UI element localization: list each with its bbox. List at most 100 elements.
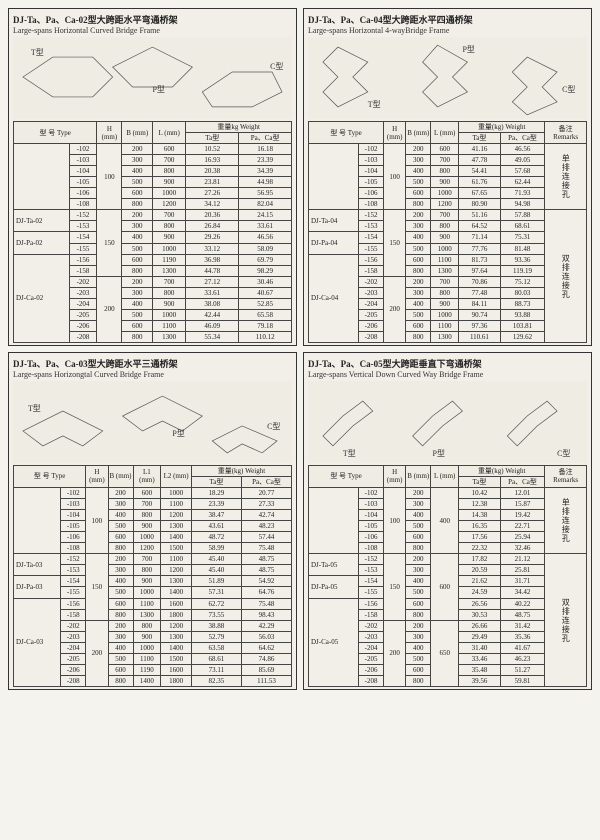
weight-paca-cell: 44.98 [239, 177, 292, 188]
weight-paca-cell: 46.23 [500, 653, 544, 664]
weight-ta-cell: 90.74 [459, 309, 501, 320]
b-cell: 500 [406, 243, 431, 254]
weight-ta-cell: 54.41 [459, 166, 501, 177]
weight-ta-cell: 10.52 [186, 144, 239, 155]
type-suffix-cell: -205 [61, 653, 86, 664]
b-cell: 300 [406, 499, 431, 510]
l-cell: 1200 [152, 199, 185, 210]
weight-ta-cell: 45.40 [191, 554, 241, 565]
weight-paca-cell: 93.36 [500, 254, 544, 265]
type-suffix-cell: -106 [69, 188, 97, 199]
weight-paca-cell: 81.48 [500, 243, 544, 254]
b-cell: 300 [108, 499, 133, 510]
weight-ta-cell: 47.78 [459, 155, 501, 166]
title-en: Large-spans Vertical Down Curved Way Bri… [308, 370, 587, 379]
weight-ta-cell: 64.52 [459, 221, 501, 232]
table-03: 型 号 Type H (mm) B (mm) L1 (mm) L2 (mm) 重… [13, 465, 292, 687]
weight-paca-cell: 48.23 [241, 521, 291, 532]
weight-ta-cell: 33.61 [186, 287, 239, 298]
weight-paca-cell: 65.58 [239, 309, 292, 320]
type-prefix-cell: DJ-Ca-03 [14, 598, 61, 686]
type-suffix-cell: -103 [61, 499, 86, 510]
weight-paca-cell: 46.56 [239, 232, 292, 243]
b-cell: 400 [406, 642, 431, 653]
th-l2: L2 (mm) [161, 465, 192, 487]
weight-paca-cell: 103.81 [500, 320, 544, 331]
table-02: 型 号 Type H (mm) B (mm) L (mm) 重量kg Weigh… [13, 121, 292, 343]
type-suffix-cell: -158 [69, 265, 97, 276]
weight-ta-cell: 80.90 [459, 199, 501, 210]
type-prefix-cell: DJ-Ca-05 [309, 598, 359, 686]
b-cell: 600 [406, 188, 431, 199]
type-prefix-cell [309, 144, 359, 210]
tbody-04: -10210020060041.1646.56单排连接孔-10330070047… [309, 144, 587, 343]
title-cn: DJ-Ta、Pa、Ca-02型大跨距水平弯通桥架 [13, 13, 292, 26]
weight-ta-cell: 42.44 [186, 309, 239, 320]
l-cell: 1100 [431, 320, 459, 331]
weight-paca-cell: 75.48 [241, 598, 291, 609]
l2-cell: 1400 [161, 587, 192, 598]
type-suffix-cell: -152 [359, 554, 384, 565]
table-row: DJ-Ta-04-15215020070051.1657.88双排连接孔 [309, 210, 587, 221]
type-suffix-cell: -158 [359, 265, 384, 276]
weight-ta-cell: 48.72 [191, 532, 241, 543]
l-cell: 1200 [133, 543, 161, 554]
l-cell: 1300 [431, 331, 459, 342]
type-suffix-cell: -102 [359, 144, 384, 155]
b-cell: 400 [108, 576, 133, 587]
weight-ta-cell: 26.66 [459, 620, 501, 631]
weight-paca-cell: 62.44 [500, 177, 544, 188]
weight-ta-cell: 110.61 [459, 331, 501, 342]
type-suffix-cell: -106 [359, 188, 384, 199]
weight-paca-cell: 57.68 [500, 166, 544, 177]
b-cell: 200 [122, 276, 153, 287]
type-suffix-cell: -205 [359, 309, 384, 320]
b-cell: 800 [406, 265, 431, 276]
type-prefix-cell: DJ-Ca-02 [14, 254, 70, 342]
h-cell: 200 [384, 276, 406, 342]
l-cell: 1300 [133, 609, 161, 620]
type-suffix-cell: -154 [359, 576, 384, 587]
weight-paca-cell: 22.71 [500, 521, 544, 532]
table-row: DJ-Ca-03-1566001100160062.7275.48 [14, 598, 292, 609]
h-cell: 100 [97, 144, 122, 210]
l-cell: 900 [133, 631, 161, 642]
title-cn: DJ-Ta、Pa、Ca-05型大跨距垂直下弯通桥架 [308, 357, 587, 370]
b-cell: 600 [108, 598, 133, 609]
type-suffix-cell: -152 [69, 210, 97, 221]
h-cell: 200 [384, 620, 406, 686]
l2-cell: 1100 [161, 499, 192, 510]
l-cell: 600 [152, 144, 185, 155]
type-prefix-cell: DJ-Ta-05 [309, 554, 359, 576]
weight-paca-cell: 42.29 [241, 620, 291, 631]
weight-ta-cell: 44.78 [186, 265, 239, 276]
l-cell: 700 [152, 276, 185, 287]
b-cell: 300 [122, 221, 153, 232]
type-suffix-cell: -103 [359, 499, 384, 510]
weight-ta-cell: 70.86 [459, 276, 501, 287]
l-cell: 800 [133, 510, 161, 521]
weight-paca-cell: 56.95 [239, 188, 292, 199]
weight-paca-cell: 82.04 [239, 199, 292, 210]
weight-ta-cell: 24.59 [459, 587, 501, 598]
type-suffix-cell: -108 [69, 199, 97, 210]
weight-ta-cell: 38.47 [191, 510, 241, 521]
weight-ta-cell: 10.42 [459, 488, 501, 499]
remark-cell: 单排连接孔 [545, 488, 587, 554]
weight-ta-cell: 26.84 [186, 221, 239, 232]
l-cell: 1100 [152, 320, 185, 331]
weight-paca-cell: 34.42 [500, 587, 544, 598]
th-ta: Ta型 [191, 476, 241, 487]
type-suffix-cell: -204 [69, 298, 97, 309]
b-cell: 600 [122, 320, 153, 331]
l-cell: 700 [133, 499, 161, 510]
l2-cell: 1500 [161, 543, 192, 554]
l-cell: 1100 [133, 598, 161, 609]
type-suffix-cell: -153 [359, 221, 384, 232]
label-p: P型 [153, 85, 165, 94]
b-cell: 500 [406, 653, 431, 664]
weight-paca-cell: 41.67 [500, 642, 544, 653]
l-cell: 700 [431, 210, 459, 221]
weight-paca-cell: 42.74 [241, 510, 291, 521]
l-cell: 650 [431, 620, 459, 686]
